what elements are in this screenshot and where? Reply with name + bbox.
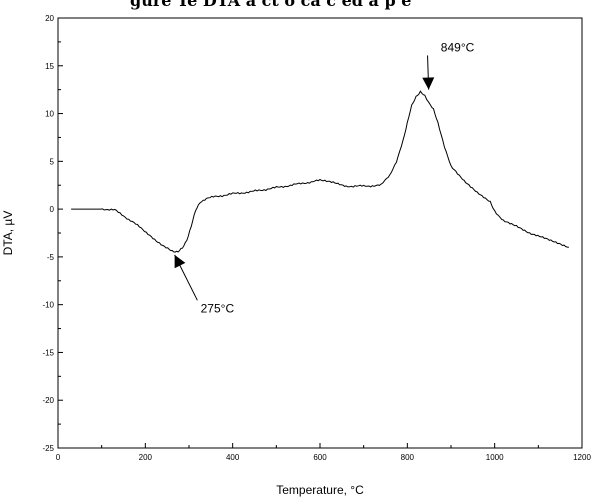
plot-frame — [57, 17, 583, 449]
y-tick-label: -25 — [42, 444, 54, 453]
y-tick-label: 5 — [50, 157, 55, 166]
y-tick-label: 20 — [45, 14, 54, 23]
x-axis-ticks: 0 200 400 600 800 1000 1200 — [56, 443, 591, 462]
annotation-arrow-head — [174, 254, 186, 269]
annotation: 275°C — [174, 254, 235, 315]
x-tick-label: 1200 — [573, 453, 591, 462]
annotations: 849°C 275°C — [174, 40, 475, 315]
annotation-label: 849°C — [441, 40, 475, 54]
annotation: 849°C — [422, 40, 475, 90]
y-tick-label: -10 — [42, 301, 54, 310]
x-tick-label: 1000 — [486, 453, 504, 462]
y-tick-label: -15 — [42, 348, 54, 357]
y-axis-ticks: 20 15 10 5 0 -5 -10 -15 -20 -25 — [42, 14, 63, 453]
y-tick-label: 0 — [50, 205, 55, 214]
x-tick-label: 0 — [56, 453, 61, 462]
x-tick-label: 800 — [401, 453, 415, 462]
y-tick-label: -20 — [42, 396, 54, 405]
x-axis-label: Temperature, °C — [276, 483, 364, 497]
dta-series-line — [71, 90, 569, 253]
figure-caption-fragment: gure Te DTA a ct o ca c ed a p e — [130, 0, 412, 10]
y-tick-label: 10 — [45, 110, 54, 119]
x-tick-label: 400 — [226, 453, 240, 462]
annotation-label: 275°C — [201, 301, 235, 315]
y-tick-label: 15 — [45, 62, 54, 71]
x-tick-label: 600 — [313, 453, 327, 462]
y-axis-label: DTA, µV — [1, 211, 15, 256]
x-tick-label: 200 — [139, 453, 153, 462]
y-tick-label: -5 — [47, 253, 55, 262]
annotation-arrow-head — [422, 77, 435, 90]
